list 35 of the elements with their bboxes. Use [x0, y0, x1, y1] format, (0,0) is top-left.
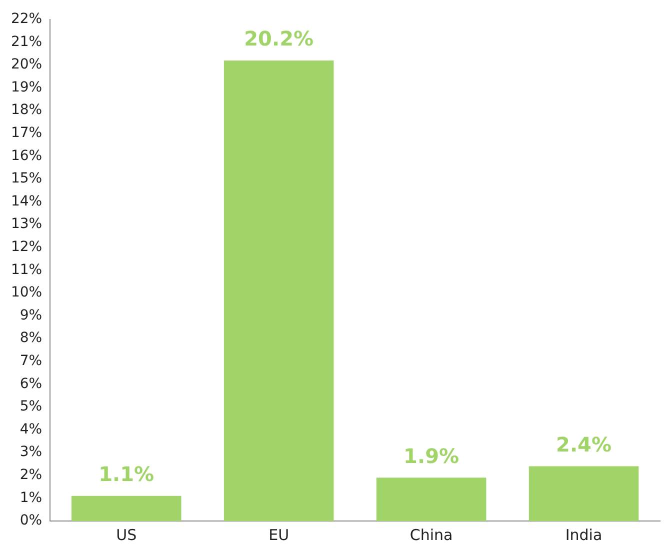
data-label: 1.1% [98, 462, 154, 486]
y-tick-label: 9% [20, 307, 42, 324]
y-tick-label: 21% [10, 34, 42, 50]
data-label: 2.4% [556, 432, 612, 456]
y-tick-label: 20% [10, 56, 42, 73]
x-tick-label: India [565, 526, 602, 544]
x-tick-label: China [410, 526, 453, 544]
y-tick-label: 6% [20, 376, 42, 392]
y-tick-label: 5% [20, 398, 42, 415]
y-tick-label: 12% [10, 239, 42, 256]
data-label: 1.9% [404, 444, 460, 468]
bar [528, 466, 639, 521]
y-tick-label: 15% [10, 170, 42, 187]
y-tick-label: 13% [10, 216, 42, 232]
bar [376, 478, 486, 521]
y-tick-label: 4% [20, 421, 42, 438]
y-tick-label: 22% [10, 11, 42, 28]
y-tick-label: 3% [20, 444, 42, 460]
bar [71, 496, 182, 521]
y-tick-label: 7% [20, 353, 42, 370]
bar [224, 60, 334, 521]
y-tick-label: 14% [10, 193, 42, 210]
y-tick-label: 0% [20, 512, 42, 529]
y-tick-label: 10% [10, 284, 42, 301]
y-tick-label: 8% [20, 330, 42, 346]
y-tick-label: 2% [20, 467, 42, 484]
y-tick-label: 16% [10, 148, 42, 164]
data-label: 20.2% [244, 26, 314, 51]
y-tick-label: 11% [10, 262, 42, 278]
y-tick-label: 19% [10, 79, 42, 96]
x-tick-label: US [116, 526, 137, 544]
y-tick-label: 17% [10, 125, 42, 142]
x-tick-label: EU [268, 526, 290, 544]
y-tick-label: 1% [20, 490, 42, 506]
y-tick-label: 18% [10, 102, 42, 118]
